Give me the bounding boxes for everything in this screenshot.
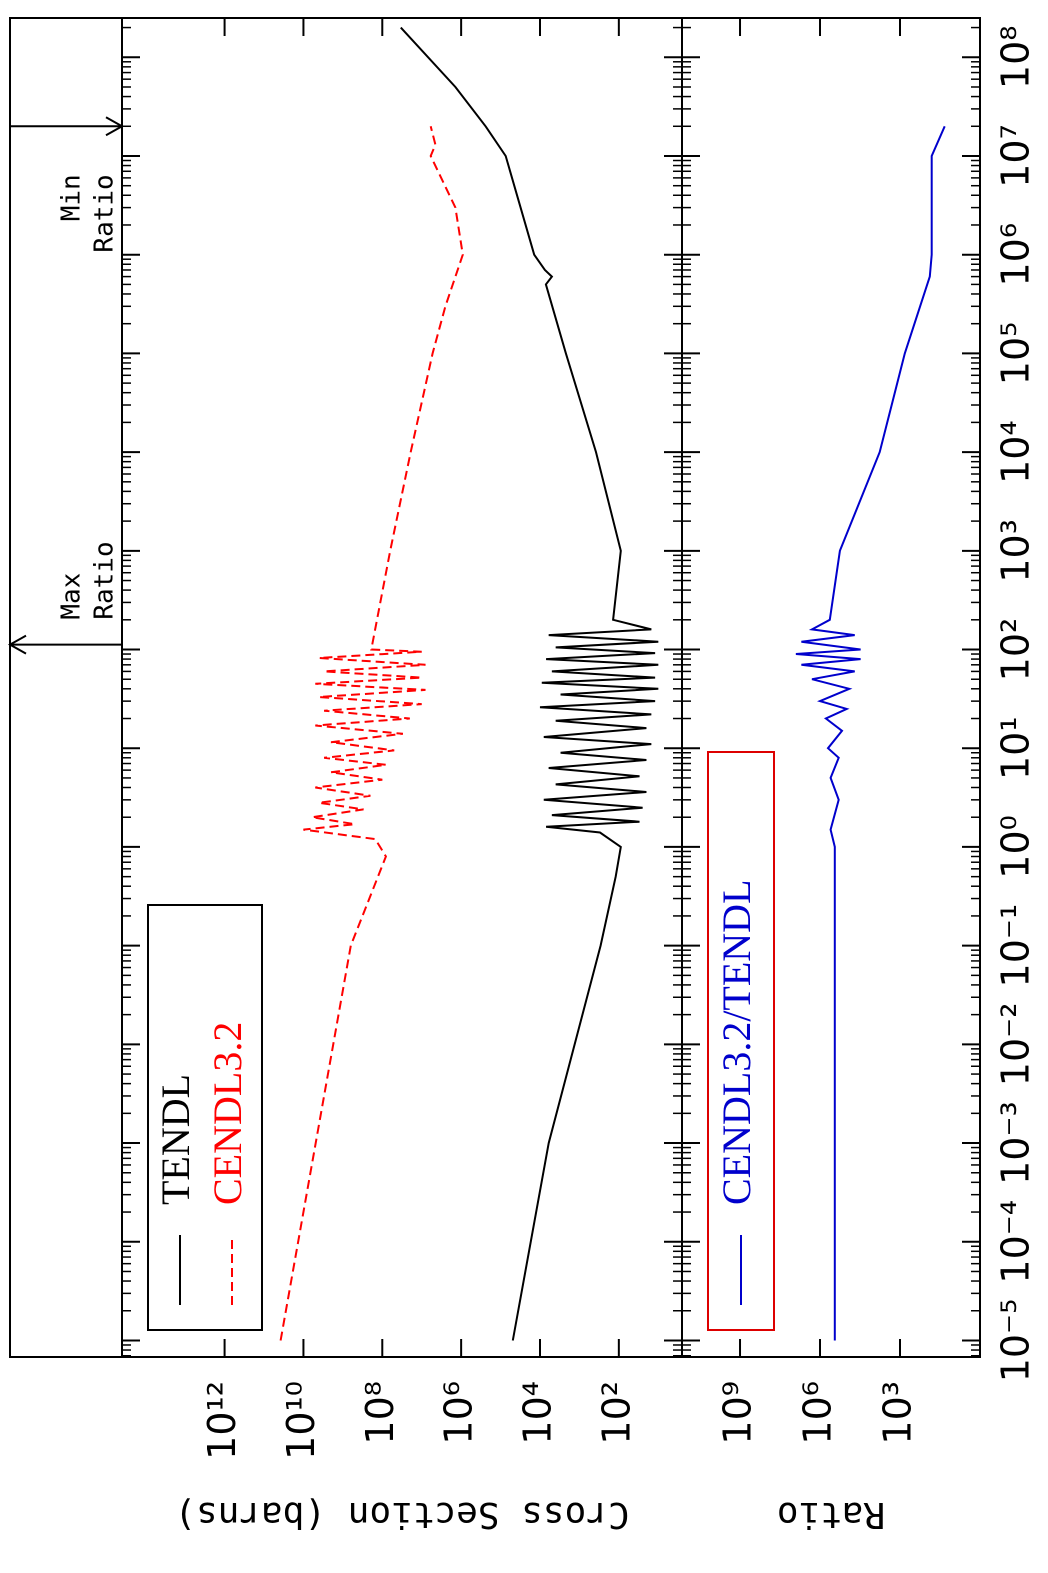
x-tick-label: 10⁻¹	[994, 904, 1038, 988]
x-tick-label: 10⁻⁴	[994, 1200, 1038, 1284]
legend-label: CENDL3.2/TENDL	[714, 879, 759, 1205]
x-tick-label: 10⁻³	[994, 1101, 1038, 1185]
x-tick-label: 10¹	[994, 716, 1038, 780]
x-tick-label: 10⁶	[994, 223, 1038, 287]
legend-label: TENDL	[153, 1074, 198, 1205]
x-tick-label: 10⁰	[994, 815, 1038, 879]
x-tick-label: 10⁻⁵	[994, 1299, 1038, 1383]
y-axis-title: Cross Section (barns)	[174, 1494, 629, 1535]
annotation-text: Ratio	[90, 541, 120, 619]
y-tick-label: 10³	[876, 1381, 920, 1445]
x-tick-label: 10⁻²	[994, 1003, 1038, 1087]
annotation-text: Max	[57, 573, 87, 620]
y-axis-title: Ratio	[777, 1494, 885, 1535]
arrow-head	[7, 634, 27, 655]
annotation-text: Min	[57, 174, 87, 221]
y-tick-label: 10⁶	[796, 1381, 840, 1445]
x-tick-label: 10⁸	[994, 25, 1038, 89]
plot-area: 10⁻⁵ 10⁻⁴ 10⁻³ 10⁻² 10⁻¹ 10⁰ 10¹ 10² 10³ 10⁴ 10⁵ 10…	[7, 17, 1038, 1535]
series-line	[795, 125, 946, 1341]
legend-box	[147, 904, 263, 1331]
x-tick-label: 10³	[994, 519, 1038, 583]
frame	[9, 17, 981, 1358]
x-tick-label: 10⁵	[994, 322, 1038, 386]
series-line	[400, 26, 659, 1341]
y-tick-label: 10⁹	[716, 1381, 760, 1445]
y-tick-label: 10¹⁰	[279, 1381, 323, 1460]
y-tick-label: 10⁴	[515, 1381, 559, 1445]
annotation-text: Ratio	[90, 174, 120, 252]
x-tick-label: 10⁴	[994, 420, 1038, 484]
legend-label: CENDL3.2	[205, 1022, 250, 1205]
x-tick-label: 10²	[994, 618, 1038, 682]
series-line	[279, 126, 464, 1341]
y-tick-label: 10⁶	[437, 1381, 481, 1445]
y-tick-label: 10¹²	[200, 1381, 244, 1460]
y-tick-label: 10²	[594, 1381, 638, 1445]
x-tick-label: 10⁷	[994, 124, 1038, 188]
legend-box	[707, 751, 775, 1331]
arrow-head	[105, 116, 125, 137]
y-tick-label: 10⁸	[358, 1381, 402, 1445]
